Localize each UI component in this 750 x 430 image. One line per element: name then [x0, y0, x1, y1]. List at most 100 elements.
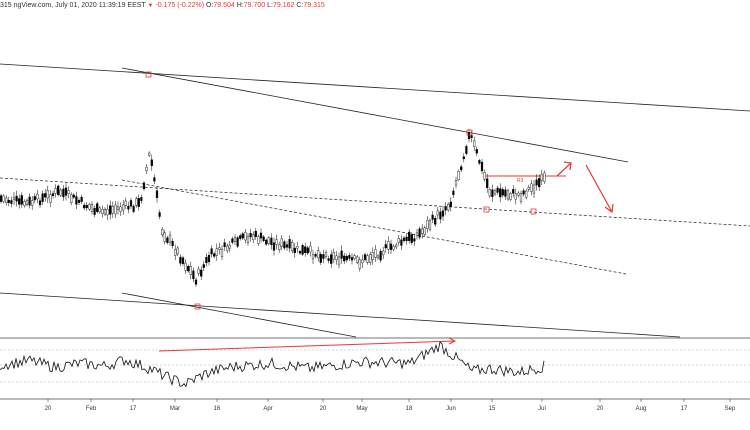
up-arrow-icon	[556, 162, 572, 177]
channel-resistance-line	[121, 67, 629, 163]
candle-body	[384, 244, 387, 249]
candle-body	[447, 204, 450, 211]
candle-body	[467, 132, 471, 139]
support-line	[121, 292, 357, 338]
candle-body	[392, 245, 395, 250]
candle-body	[249, 233, 252, 238]
candle-body	[280, 238, 283, 247]
candle-body	[7, 199, 10, 203]
x-tick-label: May	[356, 406, 367, 412]
candle-body	[345, 255, 348, 261]
x-tick-label: 17	[130, 406, 137, 412]
candle-body	[353, 255, 356, 259]
candle-body	[421, 228, 424, 235]
candle-body	[431, 214, 434, 220]
candle-body	[18, 198, 21, 205]
candle-body	[150, 159, 153, 166]
price-change: -0.175 (-0.22%)	[155, 2, 205, 9]
candle-body	[283, 241, 286, 249]
candle-body	[335, 255, 338, 261]
candle-body	[168, 234, 172, 243]
candle-body	[288, 239, 291, 249]
candle-body	[324, 252, 328, 257]
candle-body	[239, 235, 242, 239]
candle-body	[327, 258, 330, 261]
candle-body	[387, 241, 390, 250]
swing-low-marker	[194, 303, 201, 310]
x-tick-label: 15	[489, 406, 496, 412]
candle-body	[452, 190, 455, 195]
candle-body	[504, 189, 507, 197]
candle-body	[140, 197, 143, 201]
candle-body	[223, 242, 226, 248]
candle-body	[129, 200, 133, 207]
candle-body	[137, 198, 140, 207]
candle-body	[124, 200, 127, 206]
candle-body	[397, 238, 400, 243]
candle-body	[348, 255, 351, 259]
candle-body	[119, 206, 122, 212]
candle-body	[434, 218, 437, 225]
candle-body	[106, 209, 109, 216]
candle-body	[109, 205, 112, 215]
candle-body	[374, 249, 377, 258]
candle-body	[512, 189, 515, 194]
candle-body	[213, 253, 216, 257]
candle-body	[80, 196, 83, 202]
close-label: C:	[296, 2, 304, 9]
candle-body	[31, 200, 34, 206]
candle-body	[111, 206, 114, 214]
candle-body	[103, 208, 107, 215]
oscillator-line	[0, 340, 545, 388]
candle-body	[244, 232, 247, 241]
candle-body	[423, 227, 426, 235]
candle-body	[530, 183, 533, 192]
candle-body	[127, 205, 130, 210]
low-label: L:	[267, 2, 273, 9]
x-tick-label: Jun	[446, 406, 456, 412]
candle-body	[231, 238, 234, 243]
up-arrowhead-icon	[563, 161, 572, 171]
candle-body	[77, 200, 81, 203]
x-tick-label: Jul	[538, 406, 546, 412]
candle-body	[389, 243, 393, 250]
candle-body	[220, 248, 224, 257]
candle-body	[285, 244, 289, 248]
candle-body	[322, 254, 325, 259]
candle-body	[257, 236, 260, 244]
candle-body	[241, 233, 244, 239]
candle-body	[233, 237, 237, 242]
candle-body	[226, 245, 229, 251]
candle-body	[340, 250, 343, 259]
low-value: 79.162	[273, 2, 295, 9]
x-tick-label: 17	[681, 406, 688, 412]
close-value: 79.315	[303, 2, 325, 9]
candle-body	[499, 188, 502, 198]
candle-body	[270, 237, 273, 246]
annotations	[145, 71, 614, 310]
down-arrowhead-icon	[604, 203, 614, 214]
candle-body	[254, 230, 257, 237]
candle-body	[252, 234, 255, 240]
candle-body	[5, 197, 8, 204]
candle-body	[163, 232, 166, 242]
candle-body	[441, 210, 445, 217]
candle-body	[272, 242, 276, 251]
candle-body	[426, 219, 429, 229]
candle-body	[304, 246, 307, 253]
candle-body	[400, 239, 403, 246]
candle-body	[501, 189, 504, 196]
candle-body	[369, 254, 372, 263]
dashed-midline-1	[0, 177, 750, 227]
candle-body	[210, 248, 213, 255]
candle-body	[465, 146, 468, 154]
x-tick-label: Aug	[636, 406, 647, 412]
divergence-line	[158, 340, 456, 352]
candle-body	[171, 241, 174, 246]
r3-label: R3	[517, 178, 524, 184]
candle-body	[475, 149, 478, 154]
candle-body	[158, 212, 161, 217]
x-tick-label: 20	[597, 406, 604, 412]
candle-body	[519, 193, 523, 202]
candle-body	[470, 135, 473, 138]
